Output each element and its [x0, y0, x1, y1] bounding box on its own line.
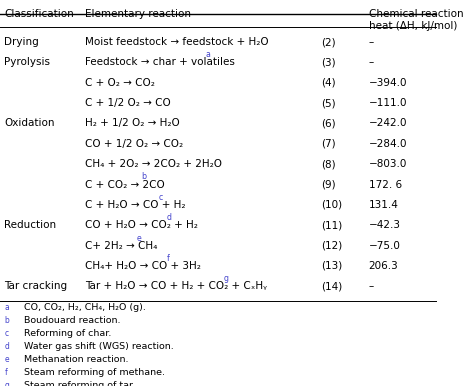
Text: Oxidation: Oxidation — [4, 119, 55, 129]
Text: Chemical reaction
heat (ΔH, kJ/mol): Chemical reaction heat (ΔH, kJ/mol) — [369, 9, 463, 31]
Text: b: b — [141, 173, 146, 181]
Text: C + CO₂ → 2CO: C + CO₂ → 2CO — [85, 179, 165, 190]
Text: −111.0: −111.0 — [369, 98, 407, 108]
Text: Classification: Classification — [4, 9, 74, 19]
Text: H₂ + 1/2 O₂ → H₂O: H₂ + 1/2 O₂ → H₂O — [85, 119, 180, 129]
Text: (3): (3) — [321, 58, 335, 68]
Text: Steam reforming of tar.: Steam reforming of tar. — [15, 381, 136, 386]
Text: e: e — [4, 355, 9, 364]
Text: d: d — [167, 213, 172, 222]
Text: Reforming of char.: Reforming of char. — [15, 329, 112, 338]
Text: (7): (7) — [321, 139, 335, 149]
Text: Drying: Drying — [4, 37, 39, 47]
Text: Steam reforming of methane.: Steam reforming of methane. — [15, 368, 165, 377]
Text: (12): (12) — [321, 240, 342, 251]
Text: d: d — [4, 342, 9, 351]
Text: (5): (5) — [321, 98, 335, 108]
Text: −75.0: −75.0 — [369, 240, 401, 251]
Text: Moist feedstock → feedstock + H₂O: Moist feedstock → feedstock + H₂O — [85, 37, 269, 47]
Text: C+ 2H₂ → CH₄: C+ 2H₂ → CH₄ — [85, 240, 157, 251]
Text: Boudouard reaction.: Boudouard reaction. — [15, 316, 121, 325]
Text: C + H₂O → CO + H₂: C + H₂O → CO + H₂ — [85, 200, 186, 210]
Text: Tar cracking: Tar cracking — [4, 281, 67, 291]
Text: (10): (10) — [321, 200, 342, 210]
Text: CH₄ + 2O₂ → 2CO₂ + 2H₂O: CH₄ + 2O₂ → 2CO₂ + 2H₂O — [85, 159, 222, 169]
Text: (9): (9) — [321, 179, 335, 190]
Text: –: – — [369, 281, 374, 291]
Text: (4): (4) — [321, 78, 335, 88]
Text: −394.0: −394.0 — [369, 78, 407, 88]
Text: –: – — [369, 37, 374, 47]
Text: e: e — [137, 234, 142, 242]
Text: (14): (14) — [321, 281, 342, 291]
Text: (11): (11) — [321, 220, 342, 230]
Text: Feedstock → char + volatiles: Feedstock → char + volatiles — [85, 58, 235, 68]
Text: (8): (8) — [321, 159, 335, 169]
Text: −284.0: −284.0 — [369, 139, 407, 149]
Text: (6): (6) — [321, 119, 335, 129]
Text: (2): (2) — [321, 37, 335, 47]
Text: –: – — [369, 58, 374, 68]
Text: Water gas shift (WGS) reaction.: Water gas shift (WGS) reaction. — [15, 342, 174, 351]
Text: Tar + H₂O → CO + H₂ + CO₂ + CₓHᵧ: Tar + H₂O → CO + H₂ + CO₂ + CₓHᵧ — [85, 281, 267, 291]
Text: (13): (13) — [321, 261, 342, 271]
Text: 206.3: 206.3 — [369, 261, 399, 271]
Text: −803.0: −803.0 — [369, 159, 407, 169]
Text: f: f — [4, 368, 7, 377]
Text: −42.3: −42.3 — [369, 220, 401, 230]
Text: 172. 6: 172. 6 — [369, 179, 402, 190]
Text: a: a — [4, 303, 9, 312]
Text: c: c — [4, 329, 9, 338]
Text: CH₄+ H₂O → CO + 3H₂: CH₄+ H₂O → CO + 3H₂ — [85, 261, 201, 271]
Text: C + O₂ → CO₂: C + O₂ → CO₂ — [85, 78, 155, 88]
Text: Methanation reaction.: Methanation reaction. — [15, 355, 129, 364]
Text: g: g — [4, 381, 9, 386]
Text: Reduction: Reduction — [4, 220, 56, 230]
Text: CO + 1/2 O₂ → CO₂: CO + 1/2 O₂ → CO₂ — [85, 139, 183, 149]
Text: g: g — [223, 274, 228, 283]
Text: 131.4: 131.4 — [369, 200, 399, 210]
Text: Elementary reaction: Elementary reaction — [85, 9, 191, 19]
Text: a: a — [206, 50, 211, 59]
Text: c: c — [158, 193, 163, 202]
Text: b: b — [4, 316, 9, 325]
Text: C + 1/2 O₂ → CO: C + 1/2 O₂ → CO — [85, 98, 171, 108]
Text: −242.0: −242.0 — [369, 119, 407, 129]
Text: CO, CO₂, H₂, CH₄, H₂O (g).: CO, CO₂, H₂, CH₄, H₂O (g). — [15, 303, 146, 312]
Text: f: f — [167, 254, 170, 263]
Text: CO + H₂O → CO₂ + H₂: CO + H₂O → CO₂ + H₂ — [85, 220, 198, 230]
Text: Pyrolysis: Pyrolysis — [4, 58, 50, 68]
